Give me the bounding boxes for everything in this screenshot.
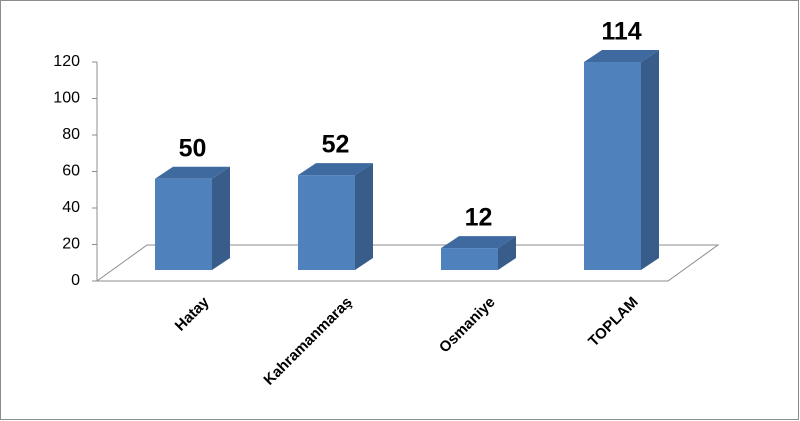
y-tick-label: 40 (62, 199, 80, 216)
value-label: 12 (465, 204, 493, 232)
bar-top (584, 49, 659, 62)
bar (441, 248, 498, 270)
y-tick-label: 80 (62, 126, 80, 143)
bar-side (498, 236, 516, 270)
y-tick-label: 20 (62, 236, 80, 253)
y-tick-label: 120 (53, 53, 80, 70)
value-label: 50 (179, 134, 207, 162)
bar-top (298, 163, 373, 176)
bar (155, 178, 212, 270)
y-tick-label: 60 (62, 163, 80, 180)
bar-top (441, 236, 516, 249)
y-tick-label: 100 (53, 90, 80, 107)
value-label: 52 (322, 131, 350, 159)
y-tick-label: 0 (71, 272, 80, 289)
bar-side (212, 166, 230, 270)
bar-side (641, 49, 659, 271)
bar-side (355, 163, 373, 270)
bar (584, 61, 641, 271)
bar (298, 175, 355, 270)
value-label: 114 (601, 18, 641, 46)
floor (95, 244, 720, 282)
bar-top (155, 166, 230, 179)
